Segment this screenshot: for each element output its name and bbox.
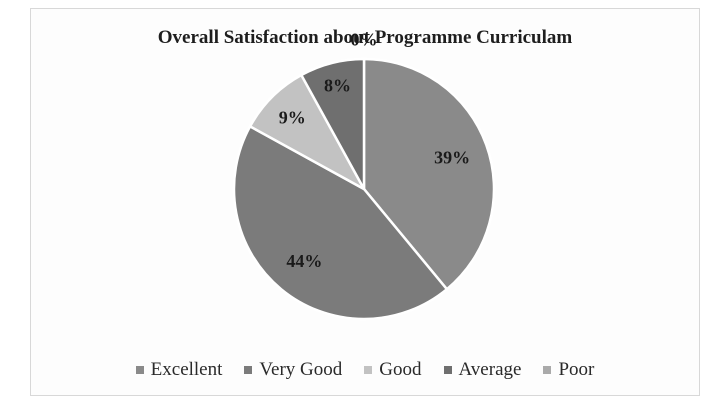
legend-label-poor: Poor <box>558 359 595 380</box>
data-label-very-good: 44% <box>286 251 322 271</box>
legend-swatch-average <box>443 366 452 374</box>
pie-slice-very-good <box>232 124 449 321</box>
legend-swatch-good <box>364 366 373 374</box>
legend-label-very-good: Very Good <box>259 359 343 380</box>
legend-item-average: Average <box>443 359 522 381</box>
pie-slice-excellent <box>362 57 496 291</box>
legend-item-good: Good <box>364 359 422 381</box>
chart-title: Overall Satisfaction about Programme Cur… <box>157 27 573 48</box>
legend-swatch-poor <box>543 366 552 374</box>
legend: Excellent Very Good Good Average Poor <box>31 359 699 381</box>
legend-label-average: Average <box>458 359 522 380</box>
legend-label-good: Good <box>379 359 422 380</box>
legend-item-poor: Poor <box>543 359 594 381</box>
legend-swatch-very-good <box>244 366 253 374</box>
data-label-good: 9% <box>279 107 306 127</box>
legend-swatch-excellent <box>135 366 144 374</box>
data-label-poor: 0% <box>351 30 378 50</box>
pie-slice-average <box>299 57 366 190</box>
pie-chart: 39% 44% 9% 8% 0% <box>232 30 496 321</box>
legend-item-very-good: Very Good <box>244 359 342 381</box>
data-label-excellent: 39% <box>434 147 470 167</box>
chart-frame: Overall Satisfaction about Programme Cur… <box>30 8 700 396</box>
data-label-average: 8% <box>324 76 351 96</box>
legend-item-excellent: Excellent <box>135 359 223 381</box>
legend-label-excellent: Excellent <box>150 359 223 380</box>
